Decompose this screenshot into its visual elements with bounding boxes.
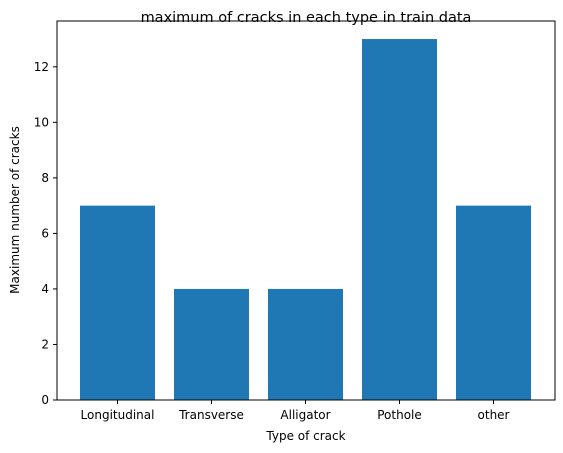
y-tick-label: 6 (41, 226, 49, 240)
y-tick-label: 8 (41, 171, 49, 185)
plot-frame (56, 20, 556, 401)
bars-group (80, 39, 531, 401)
x-tick-label: Pothole (377, 408, 422, 422)
y-tick-label: 4 (41, 282, 49, 296)
bar-other (456, 205, 531, 400)
y-tick-label: 0 (41, 393, 49, 407)
bar-alligator (268, 288, 343, 400)
x-tick-label: Alligator (280, 408, 330, 422)
bar-pothole (362, 39, 437, 401)
bar-transverse (174, 288, 249, 400)
bar-longitudinal (80, 205, 155, 400)
x-tick-label: Longitudinal (81, 408, 155, 422)
x-tick-label: Transverse (178, 408, 244, 422)
y-axis-label: Maximum number of cracks (8, 126, 22, 294)
x-axis-label: Type of crack (265, 429, 345, 443)
x-axis-ticks: Longitudinal Transverse Alligator Pothole ot… (81, 400, 510, 422)
y-tick-label: 12 (34, 60, 49, 74)
y-tick-label: 10 (34, 115, 49, 129)
y-axis-ticks: 0 2 4 6 8 10 12 (34, 60, 57, 407)
y-tick-label: 2 (41, 337, 49, 351)
x-tick-label: other (478, 408, 510, 422)
chart-title: maximum of cracks in each type in train … (141, 10, 472, 26)
